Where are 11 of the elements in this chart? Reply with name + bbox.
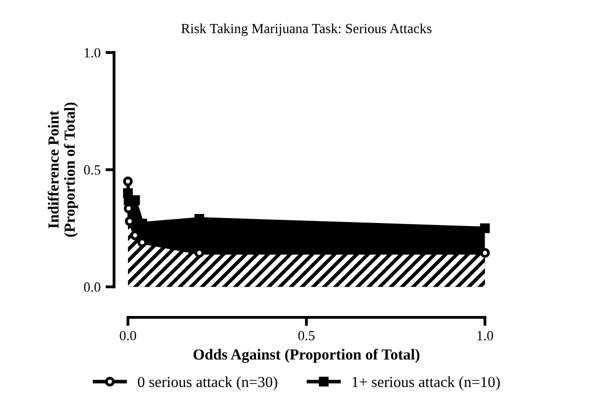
x-tick-label: 1.0 xyxy=(477,330,494,340)
y-tick-label: 0.5 xyxy=(84,165,100,175)
x-axis-title: Odds Against (Proportion of Total) xyxy=(194,348,420,363)
y-tick-label: 0.0 xyxy=(84,282,100,292)
x-tick-label: 0.5 xyxy=(298,330,315,340)
y-axis-title: Indifference Point (Proportion of Total) xyxy=(48,102,78,237)
chart-title: Risk Taking Marijuana Task: Serious Attacks xyxy=(181,23,432,36)
x-tick-label: 0.0 xyxy=(120,330,136,340)
y-tick-label: 1.0 xyxy=(84,48,100,58)
legend-label: 0 serious attack (n=30) xyxy=(138,376,278,390)
legend-label: 1+ serious attack (n=10) xyxy=(352,376,500,390)
